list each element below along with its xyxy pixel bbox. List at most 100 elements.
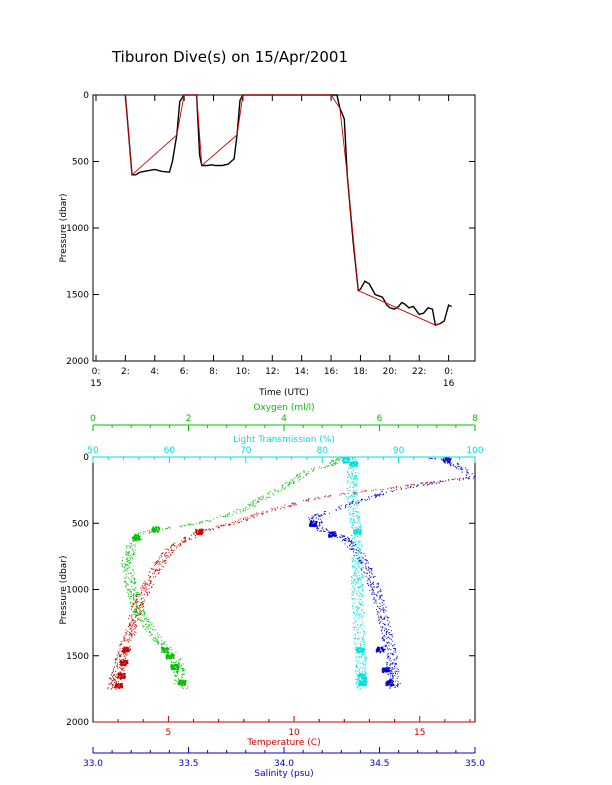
temperature-point (129, 646, 131, 648)
salinity-point (344, 507, 346, 509)
salinity-point (386, 637, 388, 639)
light_transmission-point (356, 609, 358, 611)
oxygen-point (302, 471, 304, 473)
salinity-point (390, 634, 392, 636)
oxygen-cluster-point (154, 530, 156, 532)
light_transmission-point (351, 535, 353, 537)
salinity-point (416, 485, 418, 487)
temperature-point (130, 628, 132, 630)
light_transmission-point (359, 603, 361, 605)
salinity-point (381, 595, 383, 597)
light_transmission-point (357, 632, 359, 634)
salinity-point (391, 663, 393, 665)
oxygen-point (130, 572, 132, 574)
light_transmission-cluster-point (357, 647, 360, 650)
oxygen-cluster-point (170, 657, 173, 659)
oxygen-point (134, 549, 136, 551)
oxygen-point (131, 542, 133, 544)
temperature-point (289, 505, 291, 507)
oxygen-cluster-point (178, 681, 180, 683)
temperature-point (239, 518, 241, 520)
light_transmission-point (356, 665, 358, 667)
light_transmission-point (356, 485, 358, 487)
light_transmission-point (352, 543, 354, 545)
temperature-point (184, 540, 186, 542)
light_transmission-cluster-point (358, 680, 360, 682)
temperature-point (118, 672, 120, 674)
temperature-point (142, 587, 144, 589)
light_transmission-point (364, 663, 366, 665)
oxygen-point (125, 586, 127, 588)
salinity-point (364, 559, 366, 561)
temperature-point (130, 635, 132, 637)
salinity-point (381, 599, 383, 601)
oxygen-point (148, 621, 150, 623)
salinity-point (393, 490, 395, 492)
salinity-point (369, 567, 371, 569)
light_transmission-point (353, 629, 355, 631)
light_transmission-cluster-point (345, 460, 347, 463)
temperature-cluster-point (195, 530, 198, 533)
oxygen-point (183, 683, 185, 685)
light_transmission-point (357, 686, 359, 688)
light_transmission-point (353, 475, 355, 477)
oxygen-point (176, 674, 178, 676)
light_transmission-cluster-point (362, 651, 364, 653)
temperature-point (177, 544, 179, 546)
oxygen-point (140, 613, 142, 615)
salinity-point (367, 498, 369, 500)
temperature-point (139, 593, 141, 595)
light_transmission-cluster-point (348, 464, 351, 466)
oxygen-point (312, 470, 314, 472)
salinity-point (364, 572, 366, 574)
light_transmission-point (348, 496, 350, 498)
light_transmission-point (352, 566, 354, 568)
oxygen-cluster-point (184, 681, 186, 684)
light_transmission-point (353, 521, 355, 523)
plot2-y-tick-label: 0 (83, 453, 89, 463)
salinity-point (379, 494, 381, 496)
oxygen-point (182, 663, 184, 665)
temperature-point (114, 666, 116, 668)
light_transmission-point (353, 565, 355, 567)
oxygen-cluster-point (177, 663, 179, 666)
salinity-point (393, 647, 395, 649)
temperature-point (139, 610, 141, 612)
temperature-point (447, 479, 449, 481)
salinity-cluster-point (378, 649, 381, 652)
temperature-cluster-point (201, 533, 203, 536)
light_transmission-point (352, 538, 354, 540)
oxygen-point (184, 681, 186, 683)
oxygen-cluster-point (177, 666, 180, 668)
light_transmission-cluster-point (365, 680, 367, 683)
salinity-cluster-point (390, 684, 392, 686)
temperature-point (132, 610, 134, 612)
salinity-point (317, 513, 319, 515)
temperature-cluster-point (198, 533, 201, 536)
oxygen-point (166, 647, 168, 649)
temperature-point (184, 540, 186, 542)
light_transmission-cluster-point (358, 676, 361, 678)
salinity-point (321, 527, 323, 529)
oxygen-point (131, 580, 133, 582)
oxygen-point (298, 474, 300, 476)
salinity-point (387, 668, 389, 670)
salinity-point (345, 506, 347, 508)
salinity-point (385, 629, 387, 631)
salinity-point (367, 562, 369, 564)
oxygen-cluster-point (171, 664, 173, 667)
oxygen-cluster-point (166, 648, 169, 650)
temperature-point (288, 505, 290, 507)
light_transmission-point (354, 648, 356, 650)
temperature-point (307, 500, 309, 502)
oxygen-point (158, 642, 160, 644)
oxygen-point (146, 626, 148, 628)
salinity-cluster-point (333, 535, 336, 537)
salinity-point (394, 670, 396, 672)
oxygen-point (129, 598, 131, 600)
oxygen-cluster-point (165, 657, 168, 660)
oxygen-point (143, 615, 145, 617)
light_transmission-point (356, 563, 358, 565)
light_transmission-point (354, 473, 356, 475)
temperature-point (150, 580, 152, 582)
